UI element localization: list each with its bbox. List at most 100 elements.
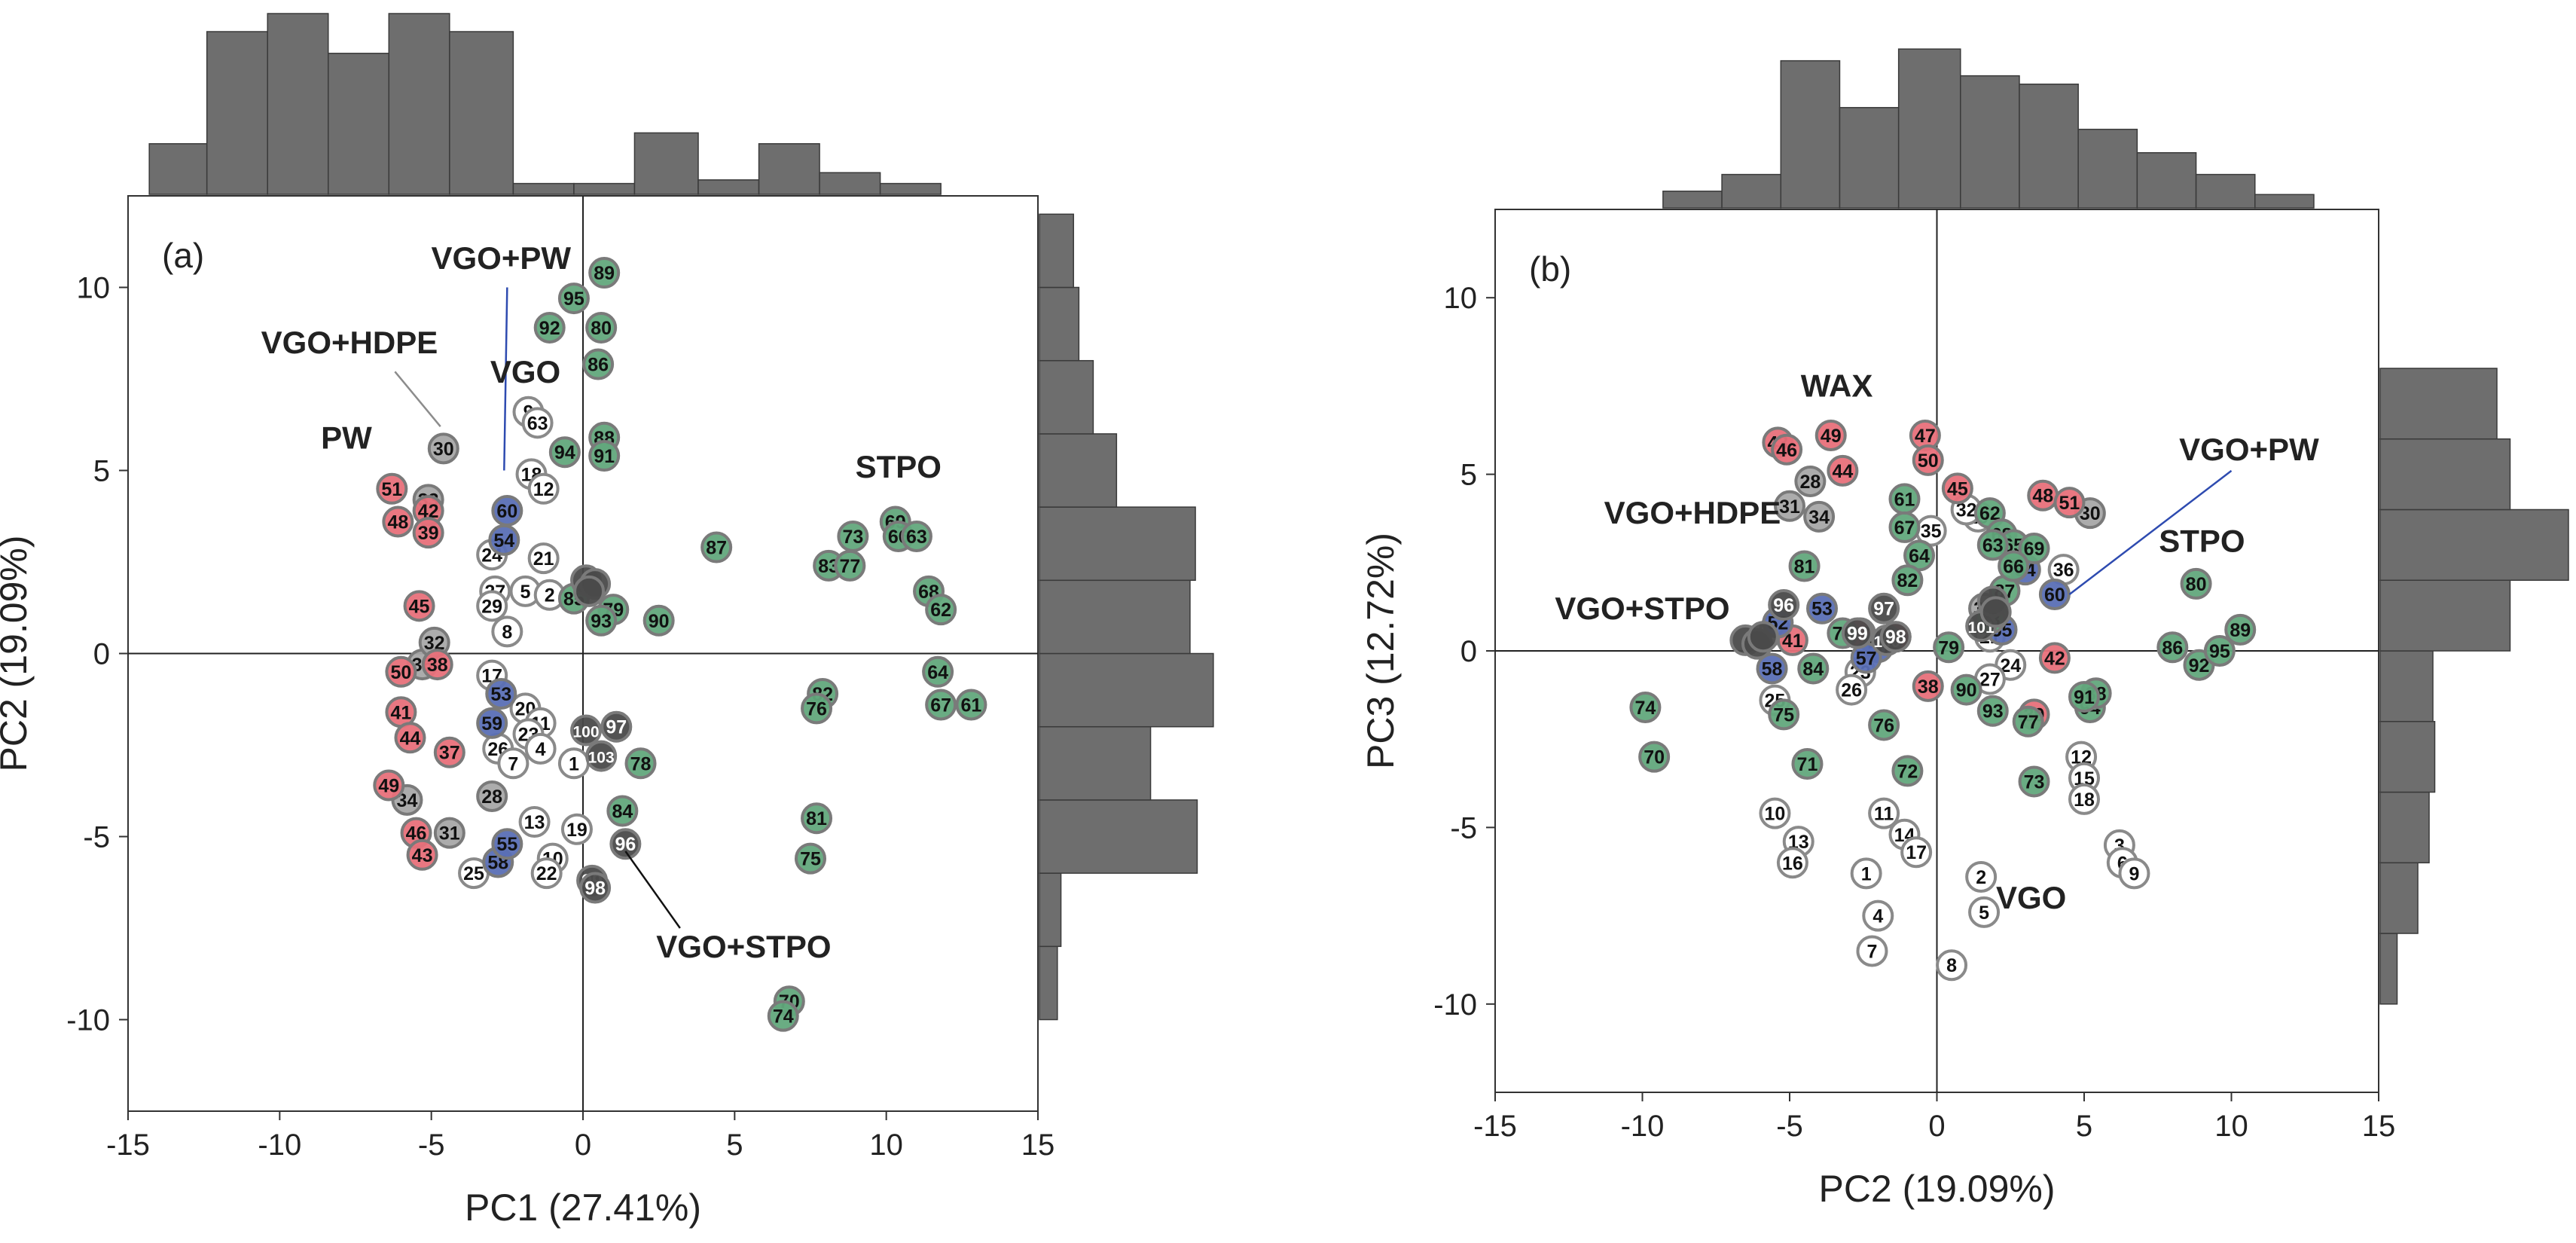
data-point-vgo: [518, 806, 551, 838]
histogram-bar: [2254, 194, 2315, 209]
data-point-stpo: [2224, 613, 2257, 646]
data-point-label: 28: [481, 786, 502, 808]
data-point-stpo: [588, 440, 621, 472]
data-point-vgo: [1776, 847, 1808, 879]
data-point-label: 77: [2018, 712, 2039, 733]
histogram-bar: [2379, 862, 2419, 934]
x-tick-label: 5: [2076, 1110, 2092, 1143]
histogram-bar: [2379, 721, 2436, 793]
data-point-label: 72: [1897, 761, 1918, 782]
histogram-bar: [758, 143, 820, 195]
group-label: VGO: [490, 354, 560, 389]
data-point-label: 48: [2032, 486, 2053, 507]
data-point-label: 95: [2209, 641, 2230, 662]
data-point-vgo-hdpe: [433, 817, 465, 849]
data-point-stpo: [1788, 550, 1821, 582]
data-point-label: 37: [439, 743, 460, 764]
data-point-stpo: [801, 692, 833, 725]
data-point-label: 9: [2129, 863, 2140, 884]
histogram-bar: [2379, 368, 2498, 440]
data-point-vgo-stpo: [1879, 621, 1912, 653]
data-point-label: 30: [433, 438, 454, 460]
leader-line: [394, 371, 441, 427]
data-point-label: 8: [502, 622, 512, 643]
data-point-stpo: [585, 311, 618, 344]
data-point-pw: [406, 838, 438, 871]
data-point-pw: [2053, 487, 2086, 519]
data-point-label: 91: [2074, 687, 2095, 708]
x-axis-label: PC2 (19.09%): [1818, 1168, 2055, 1210]
x-tick-label: -5: [1776, 1110, 1803, 1143]
histogram-bar: [2195, 173, 2256, 209]
data-point-vgo-stpo: [1747, 621, 1779, 653]
data-point-stpo: [548, 436, 581, 469]
data-point-pw: [382, 505, 414, 538]
data-point-label: 74: [773, 1006, 794, 1028]
right-histogram: [2379, 368, 2569, 1005]
x-tick-label: 5: [726, 1128, 743, 1162]
data-point-label: 35: [1921, 521, 1942, 542]
data-point-label: 97: [606, 717, 627, 738]
histogram-bar: [1780, 60, 1841, 209]
histogram-bar: [1039, 579, 1191, 655]
x-tick-label: -10: [258, 1128, 301, 1162]
data-point-stpo: [1950, 673, 1982, 706]
data-point-vgo-stpo: [585, 740, 618, 772]
data-point-label: 63: [527, 413, 548, 434]
top-histogram: [1662, 48, 2315, 209]
histogram-bar: [1039, 945, 1058, 1021]
data-point-vgo: [521, 407, 554, 439]
data-point-label: 84: [612, 801, 633, 822]
data-point-vgo: [1900, 836, 1933, 869]
data-point-label: 50: [390, 662, 411, 683]
data-point-label: 2: [1976, 867, 1986, 888]
histogram-bar: [1039, 799, 1198, 874]
group-label: VGO+STPO: [656, 929, 831, 964]
data-point-label: 49: [378, 775, 399, 796]
data-point-label: 43: [412, 845, 433, 866]
group-label: VGO+PW: [432, 240, 572, 276]
data-point-label: 10: [1765, 804, 1786, 825]
data-point-label: 27: [1979, 670, 2001, 691]
data-point-label: 92: [539, 318, 560, 339]
data-point-label: 80: [591, 318, 612, 339]
data-point-pw: [1827, 454, 1859, 487]
group-label: PW: [321, 420, 372, 455]
data-point-label: 60: [496, 501, 517, 522]
data-point-vgo: [1936, 949, 1968, 982]
group-label: WAX: [1801, 368, 1873, 403]
data-point-label: 26: [1841, 680, 1862, 701]
data-point-label: 13: [524, 812, 545, 833]
data-point-stpo: [1638, 741, 1671, 773]
data-point-label: 1: [569, 753, 579, 774]
y-tick-label: -10: [1433, 988, 1477, 1022]
histogram-bar: [512, 182, 575, 195]
data-point-label: 97: [1873, 599, 1894, 620]
data-point-label: 76: [1873, 715, 1894, 736]
group-label: STPO: [856, 449, 942, 484]
y-tick-label: 0: [1460, 635, 1477, 668]
data-point-pw: [373, 769, 405, 802]
data-point-label: 64: [1909, 545, 1930, 567]
data-point-label: 50: [1918, 450, 1939, 472]
y-tick-label: 10: [77, 272, 111, 305]
data-point-label: 58: [1762, 658, 1783, 680]
data-point-vgo: [2068, 783, 2100, 815]
data-point-label: 44: [400, 728, 421, 749]
data-point-label: 51: [381, 479, 402, 500]
data-point-label: 31: [1779, 496, 1800, 518]
data-point-label: 28: [1799, 472, 1821, 493]
data-point-label: 84: [1802, 658, 1824, 680]
leader-line: [2068, 469, 2233, 595]
data-point-label: 17: [1906, 842, 1927, 863]
data-point-stpo: [925, 689, 957, 721]
data-point-stpo: [1976, 529, 2009, 561]
data-point-vgo-pw: [485, 677, 517, 710]
x-tick-label: 15: [1021, 1128, 1055, 1162]
data-point-label: 61: [1894, 489, 1915, 510]
data-point-stpo: [955, 689, 987, 721]
data-point-vgo: [1850, 857, 1882, 890]
panel-label: (b): [1529, 249, 1571, 289]
data-point-stpo: [801, 802, 833, 835]
